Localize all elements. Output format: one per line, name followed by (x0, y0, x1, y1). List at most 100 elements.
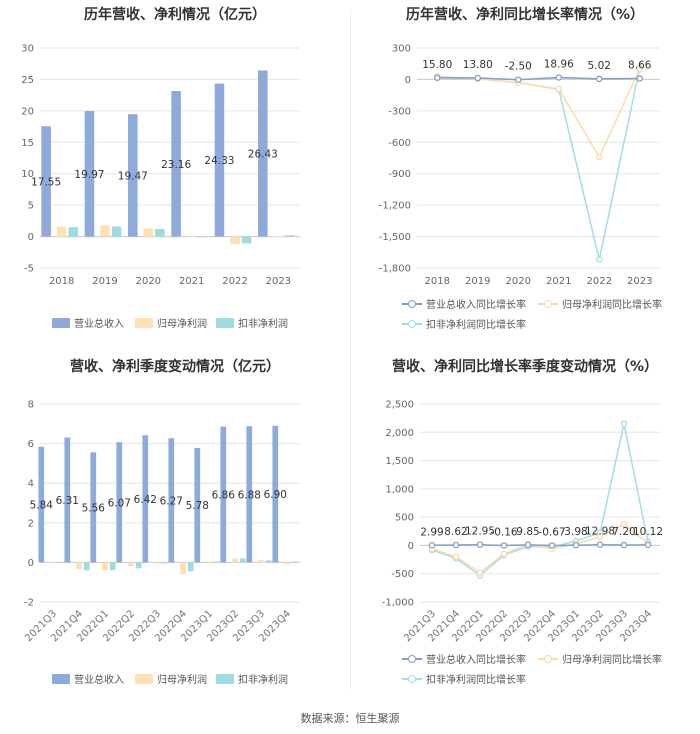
bar-deducted-profit (213, 561, 220, 563)
y-tick-label: -2 (24, 598, 34, 609)
y-tick-label: 300 (392, 44, 411, 55)
line-revenue-growth (437, 76, 640, 81)
y-tick-label: 500 (395, 513, 414, 524)
bar-parent-profit (76, 562, 82, 570)
data-label: -2.50 (505, 61, 532, 73)
quarterly-revenue-profit-chart: -2024682021Q32021Q42022Q12022Q22022Q3202… (23, 400, 300, 644)
bar-deducted-profit (187, 562, 194, 572)
bar-deducted-profit (198, 236, 208, 238)
bar-deducted-profit (291, 561, 298, 563)
y-tick-label: 30 (21, 44, 34, 55)
point (636, 75, 643, 82)
bar-deducted-profit (241, 236, 252, 244)
point (500, 550, 508, 558)
bar-parent-profit (284, 562, 290, 565)
point (636, 65, 643, 73)
y-tick-label: -1,500 (379, 232, 411, 243)
y-tick-label: 0 (28, 232, 34, 243)
bar-parent-profit (230, 236, 240, 245)
y-tick-label: -1,000 (382, 598, 414, 609)
bar-revenue (84, 111, 95, 237)
legend-item-parent-growth[interactable]: 归母净利润同比增长率 (538, 296, 662, 311)
y-tick-label: 1,500 (385, 456, 414, 467)
data-source-note: 数据来源：恒生聚源 (300, 712, 400, 725)
data-label: 6.31 (56, 495, 79, 507)
data-label: 15.80 (422, 59, 452, 71)
x-tick-label: 2021 (546, 276, 571, 287)
line-deducted-growth (437, 67, 641, 260)
bar-parent-profit (186, 235, 197, 237)
point (476, 569, 484, 576)
legend-item-deducted-growth[interactable]: 扣非净利润同比增长率 (402, 316, 526, 331)
legend-item-revenue-growth[interactable]: 营业总收入同比增长率 (402, 651, 526, 666)
data-label: 6.88 (238, 489, 261, 501)
point (644, 541, 652, 549)
y-tick-label: -5 (24, 264, 34, 275)
bar-deducted-profit (83, 562, 90, 571)
point (620, 420, 628, 428)
data-label: 3.98 (564, 526, 587, 538)
legend-item-revenue[interactable]: 营业总收入 (52, 315, 124, 330)
bar-parent-profit (128, 562, 134, 567)
x-tick-label: 2019 (92, 276, 117, 287)
bar-parent-profit (102, 562, 108, 571)
bar-deducted-profit (111, 226, 122, 237)
x-tick-label: 2019 (465, 276, 490, 287)
bar-revenue (64, 437, 71, 563)
legend-item-deducted-growth[interactable]: 扣非净利润同比增长率 (402, 671, 526, 686)
bar-revenue (41, 126, 51, 237)
quarterly-growth-panel: 营收、净利同比增长率季度变动情况（%） -1,000 -500 0 500 1,000 1… (350, 352, 700, 702)
chart-title: 营收、净利季度变动情况（亿元） (70, 359, 280, 375)
data-label: 19.47 (118, 170, 148, 182)
point (596, 541, 604, 548)
annual-growth-panel: 历年营收、净利同比增长率情况（%） -1,800 -1,500 -1,200 -900… (350, 0, 700, 350)
y-tick-label: -900 (388, 169, 411, 180)
x-tick-label: 2018 (425, 276, 450, 287)
point (476, 541, 484, 548)
bar-deducted-profit (135, 562, 142, 569)
legend: 营业总收入 归母净利润 扣非净利润 (0, 671, 350, 687)
bar-revenue (128, 114, 138, 237)
y-tick-label: 10 (21, 169, 34, 180)
data-label: 12.98 (585, 526, 615, 538)
quarterly-growth-chart: -1,000-50005001,0001,5002,0002,5002021Q3… (382, 400, 663, 645)
point (620, 520, 628, 528)
x-tick-label: 2023 (627, 276, 652, 287)
point (572, 541, 580, 549)
chart-title: 历年营收、净利情况（亿元） (84, 7, 266, 23)
bar-revenue (220, 426, 227, 563)
bar-revenue (214, 83, 225, 237)
bar-parent-profit (258, 560, 264, 563)
legend-item-parent-profit[interactable]: 归母净利润 (135, 671, 207, 686)
y-tick-label: 0 (405, 75, 411, 86)
point (595, 256, 603, 263)
data-label: 6.07 (108, 497, 131, 509)
point (500, 542, 508, 549)
y-tick-label: 6 (28, 439, 34, 450)
y-tick-label: -500 (391, 569, 414, 580)
chart-title: 营收、净利同比增长率季度变动情况（%） (391, 359, 659, 375)
line-deducted-growth (431, 423, 649, 577)
x-tick-label: 2022 (222, 276, 247, 287)
legend-item-revenue[interactable]: 营业总收入 (52, 671, 124, 686)
data-label: 2.99 (420, 526, 443, 538)
data-label: 6.86 (212, 489, 236, 501)
legend: 营业总收入同比增长率 归母净利润同比增长率 扣非净利润同比增长率 (350, 651, 700, 687)
bar-parent-profit (180, 562, 186, 575)
legend-item-deducted-profit[interactable]: 扣非净利润 (216, 671, 288, 686)
bar-deducted-profit (265, 560, 272, 563)
point (524, 541, 532, 549)
legend-item-parent-profit[interactable]: 归母净利润 (135, 315, 207, 330)
point (514, 76, 522, 83)
y-tick-label: 20 (21, 106, 34, 117)
legend-item-deducted-profit[interactable]: 扣非净利润 (216, 315, 288, 330)
legend-item-revenue-growth[interactable]: 营业总收入同比增长率 (402, 296, 526, 311)
legend-item-parent-growth[interactable]: 归母净利润同比增长率 (538, 651, 662, 666)
data-label: 5.84 (30, 500, 54, 512)
data-label: 5.78 (186, 500, 209, 512)
bar-deducted-profit (285, 235, 295, 237)
bar-revenue (38, 446, 45, 563)
y-tick-label: 15 (21, 138, 34, 149)
y-tick-label: 5 (28, 201, 34, 212)
y-tick-label: 25 (21, 75, 34, 86)
